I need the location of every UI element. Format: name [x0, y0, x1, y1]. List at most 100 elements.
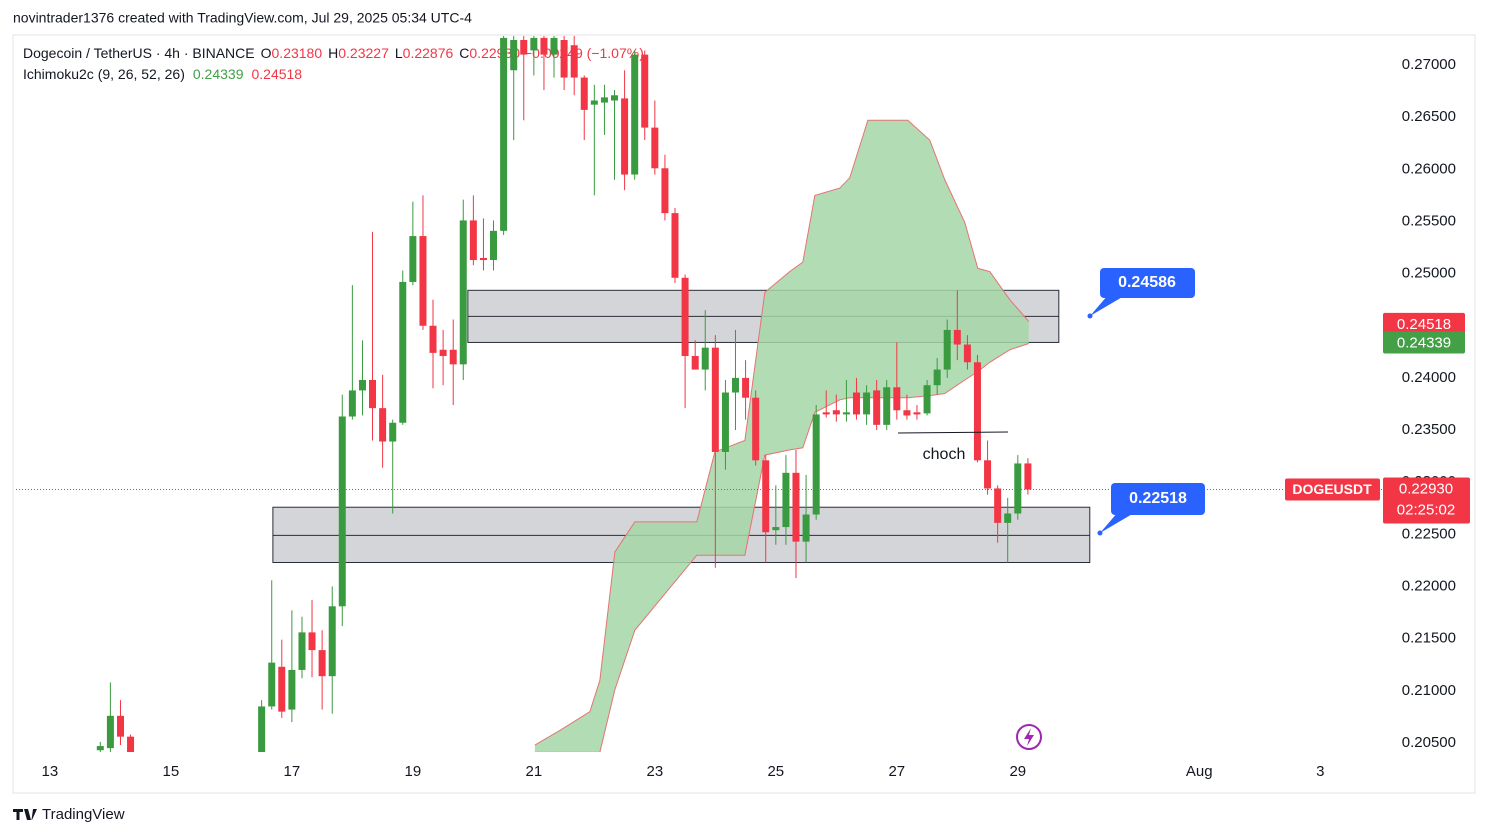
candle-body: [490, 230, 498, 261]
candle-body: [873, 390, 881, 425]
candle-body: [772, 527, 780, 531]
candle-body: [298, 632, 306, 670]
cloud-fill: [534, 120, 1029, 752]
candle-body: [389, 422, 397, 442]
price-badge-label: 0.24518: [1397, 316, 1451, 333]
x-tick-label: 23: [646, 763, 663, 780]
x-tick-label: 15: [163, 763, 180, 780]
candle-body: [520, 40, 528, 55]
y-tick-label: 0.20500: [1402, 734, 1456, 751]
symbol-badge: [1285, 478, 1380, 501]
candle-body: [469, 220, 477, 261]
candle-body: [913, 412, 921, 415]
candle-body: [570, 45, 578, 78]
ohlc-value: 0.22930: [469, 45, 520, 61]
candle-body: [963, 344, 971, 363]
plot-area: [14, 36, 1385, 752]
candle-body: [580, 77, 588, 110]
candle-body: [973, 362, 981, 461]
ohlc-value: 0.22876: [403, 45, 454, 61]
callout-box: [1100, 268, 1195, 298]
candle-body: [479, 257, 487, 261]
current-price-label: 0.22930: [1399, 480, 1453, 497]
candle-body: [994, 488, 1002, 523]
indicator-value: 0.24339: [193, 66, 244, 82]
y-tick-label: 0.24000: [1402, 369, 1456, 386]
candle-body: [127, 736, 135, 752]
callout-text: 0.22518: [1129, 490, 1187, 507]
candle-body: [560, 40, 568, 78]
candle-body: [328, 606, 336, 677]
candle-body: [832, 410, 840, 415]
replay-icon[interactable]: [1016, 724, 1042, 750]
candle-body: [459, 220, 467, 365]
candle-body: [369, 379, 377, 409]
candle-body: [711, 347, 719, 452]
chart-frame: [12, 34, 1476, 794]
candle-body: [116, 715, 124, 737]
candle-body: [258, 706, 266, 752]
candle-body: [358, 379, 366, 391]
candle-body: [590, 100, 598, 105]
candle-body: [621, 98, 629, 175]
candle-body: [792, 472, 800, 542]
candle-body: [782, 472, 790, 528]
callout-dot: [1087, 313, 1093, 319]
watermark: novintrader1376 created with TradingView…: [13, 10, 472, 26]
candle-body: [409, 236, 417, 282]
candle-body: [651, 127, 659, 169]
price-badge: [1383, 312, 1465, 335]
candle-body: [641, 54, 649, 128]
candle-body: [742, 377, 750, 398]
candle-body: [550, 37, 558, 55]
brand: TradingView: [13, 806, 125, 823]
y-tick-label: 0.21500: [1402, 630, 1456, 647]
choch-line: [897, 431, 1009, 434]
x-tick-label: 13: [42, 763, 59, 780]
indicator-header: Ichimoku2c (9, 26, 52, 26) 0.24339 0.24518: [23, 66, 302, 82]
brand-text: TradingView: [42, 806, 125, 823]
y-tick-label: 0.22000: [1402, 577, 1456, 594]
candle-body: [96, 746, 104, 751]
candle-body: [681, 277, 689, 357]
candle-body: [348, 390, 356, 417]
candle-body: [600, 97, 608, 103]
candle-body: [278, 666, 286, 712]
y-tick-label: 0.26000: [1402, 160, 1456, 177]
ohlc-value: 0.23180: [272, 45, 323, 61]
candle-body: [318, 650, 326, 677]
y-tick-label: 0.25500: [1402, 212, 1456, 229]
x-tick-label: 25: [767, 763, 784, 780]
symbol-badge-label: DOGEUSDT: [1292, 481, 1372, 497]
candle-body: [671, 213, 679, 278]
x-tick-label: 27: [888, 763, 905, 780]
callout-dot: [1097, 530, 1103, 536]
candle-body: [953, 329, 961, 345]
x-tick-label: 17: [284, 763, 301, 780]
candle-body: [338, 416, 346, 607]
callout-box: [1111, 483, 1205, 515]
callout: 0.24586: [1087, 268, 1195, 319]
cloud-upper-edge: [534, 119, 1030, 746]
candle-body: [903, 410, 911, 416]
candle-body: [540, 37, 548, 55]
candle-body: [268, 662, 276, 707]
candle-body: [530, 37, 538, 51]
y-tick-label: 0.25000: [1402, 265, 1456, 282]
candle-body: [449, 349, 457, 365]
callout-pointer: [1100, 512, 1134, 533]
candle-body: [933, 369, 941, 386]
candle-body: [752, 397, 760, 461]
candle-body: [822, 412, 830, 415]
x-tick-label: Aug: [1186, 763, 1213, 780]
candle-body: [691, 356, 699, 370]
candle-body: [893, 387, 901, 411]
candle-body: [661, 168, 669, 214]
countdown-label: 02:25:02: [1397, 501, 1455, 518]
candle-body: [984, 460, 992, 489]
callout-pointer: [1090, 295, 1124, 316]
candle-body: [288, 669, 296, 710]
candle-body: [943, 329, 951, 370]
candle-body: [1004, 513, 1012, 523]
